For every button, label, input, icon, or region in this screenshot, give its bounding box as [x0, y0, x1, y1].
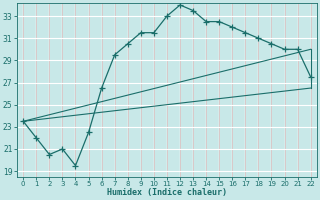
X-axis label: Humidex (Indice chaleur): Humidex (Indice chaleur) — [107, 188, 227, 197]
